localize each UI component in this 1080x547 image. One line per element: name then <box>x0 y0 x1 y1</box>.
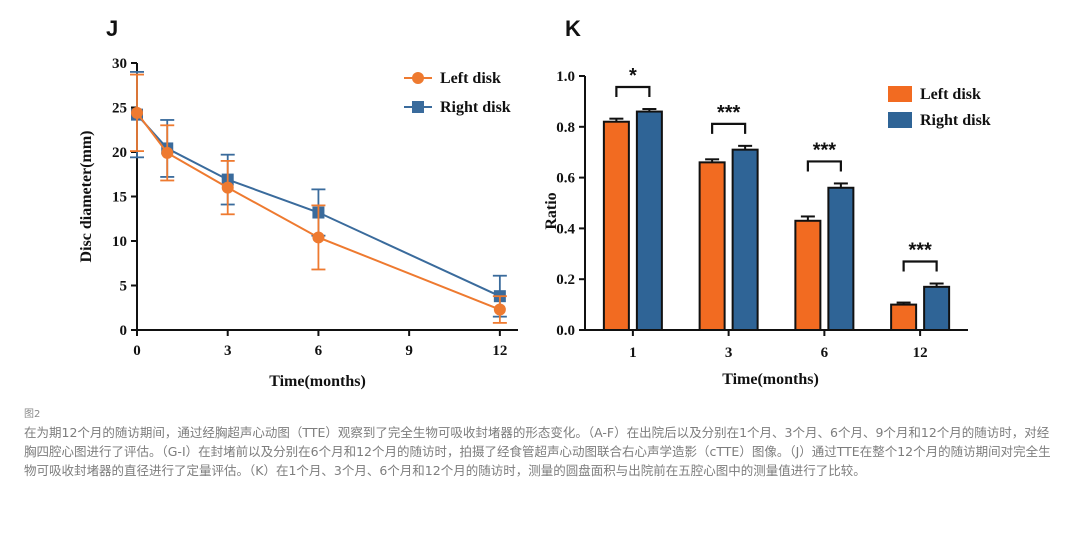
j-y-tick-label: 0 <box>120 323 128 339</box>
k-bar-right <box>635 110 663 331</box>
k-bar-left <box>698 161 726 331</box>
k-y-tick-label: 1.0 <box>556 69 575 85</box>
k-legend-label: Right disk <box>920 112 991 129</box>
j-legend-label: Left disk <box>440 70 501 87</box>
j-y-tick-label: 20 <box>112 145 127 161</box>
k-bar-right <box>827 186 855 331</box>
figure-caption: 图2 在为期12个月的随访期间，通过经胸超声心动图（TTE）观察到了完全生物可吸… <box>24 405 1060 480</box>
figure-panels: J K 0 5 10 15 20 25 30 0 3 6 9 12 Time(months) Disc d… <box>78 16 991 390</box>
j-y-tick-label: 10 <box>112 234 127 250</box>
k-x-tick-label: 12 <box>913 345 928 361</box>
k-significance-bracket <box>902 260 938 272</box>
k-y-tick-label: 0.6 <box>556 171 575 187</box>
j-y-tick-label: 15 <box>112 190 127 206</box>
panel-letter-j: J <box>106 16 118 41</box>
j-legend-marker-right <box>412 101 424 113</box>
panel-letter-k: K <box>565 16 581 41</box>
k-x-axis-title: Time(months) <box>722 371 819 388</box>
j-legend-label: Right disk <box>440 99 511 116</box>
j-x-tick-label: 9 <box>405 343 413 359</box>
k-significance-bracket <box>711 122 747 134</box>
j-x-tick-label: 6 <box>315 343 323 359</box>
k-bar-left <box>602 120 630 331</box>
j-x-axis-title: Time(months) <box>269 373 366 390</box>
j-point-left <box>221 181 234 194</box>
j-y-tick-label: 5 <box>120 279 128 295</box>
j-x-tick-label: 0 <box>133 343 141 359</box>
k-y-tick-label: 0.0 <box>556 323 575 339</box>
j-y-axis-title: Disc diameter(mm) <box>78 131 95 263</box>
k-y-tick-label: 0.2 <box>556 272 575 288</box>
k-y-tick-label: 0.4 <box>556 221 575 237</box>
ratio-bar-chart: 0.0 0.2 0.4 0.6 0.8 1.0 Time(months) Ratio 1 * 3 **… <box>543 65 991 388</box>
k-significance-label: *** <box>813 139 837 161</box>
caption-text: 在为期12个月的随访期间，通过经胸超声心动图（TTE）观察到了完全生物可吸收封堵… <box>24 425 1051 478</box>
caption-label: 图2 <box>24 409 41 420</box>
k-significance-label: * <box>629 65 637 87</box>
j-point-left <box>161 146 174 159</box>
k-bar-right <box>731 148 759 331</box>
k-x-tick-label: 1 <box>629 345 637 361</box>
k-y-tick-label: 0.8 <box>556 120 575 136</box>
k-significance-label: *** <box>717 102 741 124</box>
k-significance-bracket <box>806 160 842 172</box>
k-significance-label: *** <box>908 240 932 262</box>
k-x-tick-label: 6 <box>821 345 829 361</box>
j-point-left <box>131 106 143 119</box>
j-point-left <box>493 303 506 316</box>
j-y-tick-label: 30 <box>112 56 127 72</box>
k-legend-swatch <box>888 86 912 102</box>
j-point-left <box>312 231 325 244</box>
k-significance-bracket <box>615 85 651 98</box>
disc-diameter-line-chart: 0 5 10 15 20 25 30 0 3 6 9 12 Time(months) Disc diame… <box>78 56 518 390</box>
j-x-tick-label: 12 <box>492 343 507 359</box>
j-x-tick-label: 3 <box>224 343 232 359</box>
k-bar-left <box>794 219 822 331</box>
k-y-axis-title: Ratio <box>543 192 560 229</box>
k-bar-right <box>923 285 951 332</box>
k-legend-label: Left disk <box>920 86 981 103</box>
k-x-tick-label: 3 <box>725 345 733 361</box>
j-y-tick-label: 25 <box>112 101 127 117</box>
j-legend-marker-left <box>412 72 424 84</box>
k-legend-swatch <box>888 112 912 128</box>
k-bar-left <box>890 303 918 332</box>
